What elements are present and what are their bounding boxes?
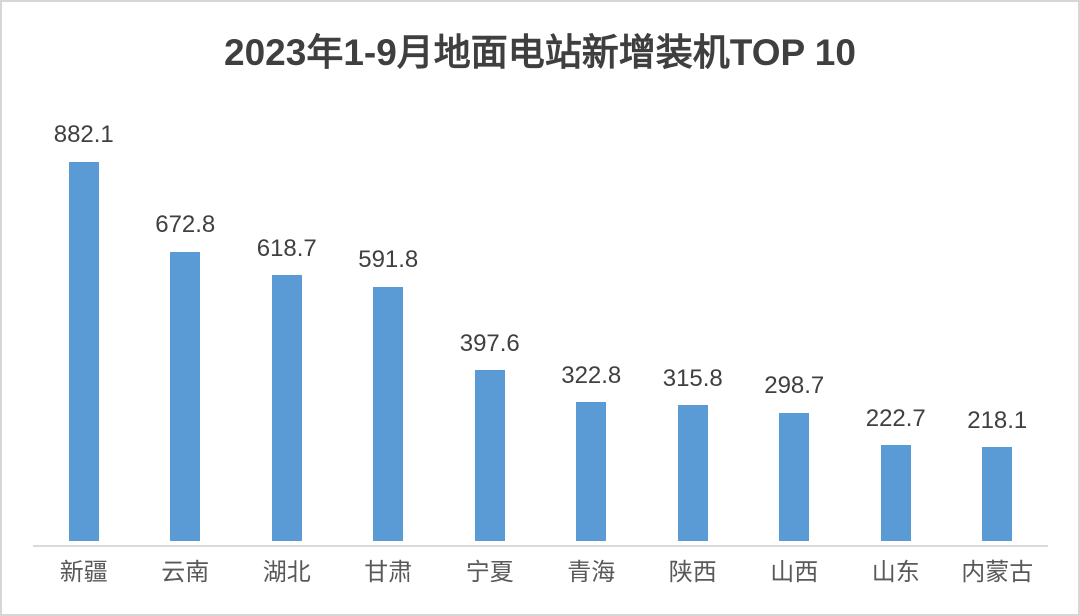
bar-value-label: 222.7 bbox=[865, 404, 926, 432]
bar bbox=[880, 445, 911, 541]
bar-slot: 298.7 bbox=[744, 111, 846, 541]
category-label: 湖北 bbox=[262, 560, 311, 586]
category-label: 山西 bbox=[770, 560, 819, 586]
category-label: 云南 bbox=[161, 560, 210, 586]
category-label: 内蒙古 bbox=[961, 560, 1034, 586]
bar-slot: 618.7 bbox=[236, 111, 338, 541]
bar-slot: 218.1 bbox=[947, 111, 1049, 541]
bar bbox=[170, 251, 201, 541]
bar-value-label: 882.1 bbox=[53, 121, 114, 149]
category-label: 新疆 bbox=[59, 560, 108, 586]
bar bbox=[576, 402, 607, 541]
category-label: 山东 bbox=[871, 560, 920, 586]
category-label: 甘肃 bbox=[364, 560, 413, 586]
bar-value-label: 322.8 bbox=[561, 361, 622, 389]
bar bbox=[474, 370, 505, 541]
bar-value-label: 315.8 bbox=[662, 364, 723, 392]
bar bbox=[271, 274, 302, 541]
plot-area: 882.1 672.8 618.7 591.8 397.6 322.8 315.… bbox=[33, 111, 1048, 541]
x-axis-line bbox=[33, 545, 1048, 547]
bar-slot: 882.1 bbox=[33, 111, 135, 541]
category-label: 宁夏 bbox=[465, 560, 514, 586]
bar-value-label: 591.8 bbox=[358, 246, 419, 274]
bar bbox=[677, 405, 708, 541]
bar-value-label: 397.6 bbox=[459, 329, 520, 357]
bar-slot: 322.8 bbox=[541, 111, 643, 541]
category-label: 陕西 bbox=[668, 560, 717, 586]
bar bbox=[373, 286, 404, 541]
category-axis: 新疆 云南 湖北 甘肃 宁夏 青海 陕西 山西 山东 内蒙古 bbox=[33, 559, 1048, 588]
bar-slot: 397.6 bbox=[439, 111, 541, 541]
bar-slot: 315.8 bbox=[642, 111, 744, 541]
bar-value-label: 218.1 bbox=[967, 406, 1028, 434]
bar-slot: 672.8 bbox=[135, 111, 237, 541]
bar-value-label: 298.7 bbox=[764, 372, 825, 400]
bar-value-label: 618.7 bbox=[256, 234, 317, 262]
bar-slot: 591.8 bbox=[338, 111, 440, 541]
bar bbox=[779, 412, 810, 541]
bar bbox=[982, 447, 1013, 541]
bar bbox=[68, 161, 99, 541]
chart-title: 2023年1-9月地面电站新增装机TOP 10 bbox=[224, 32, 856, 73]
category-label: 青海 bbox=[567, 560, 616, 586]
bar-slot: 222.7 bbox=[845, 111, 947, 541]
bar-value-label: 672.8 bbox=[155, 211, 216, 239]
